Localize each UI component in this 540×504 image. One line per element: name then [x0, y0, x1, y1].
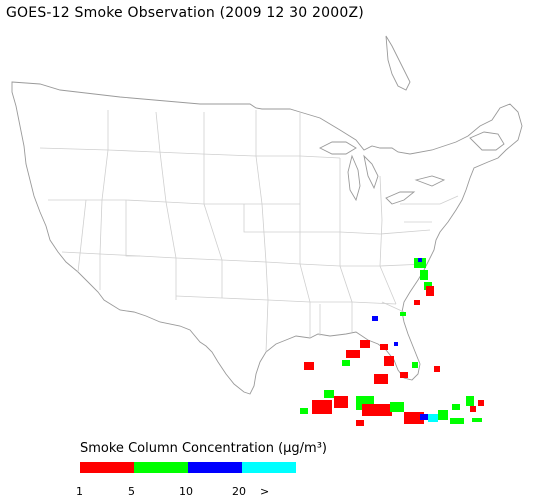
legend-swatch-red — [80, 462, 134, 473]
legend-tick-5: 5 — [128, 485, 135, 498]
smoke-map — [11, 35, 523, 426]
legend-title: Smoke Column Concentration (μg/m³) — [80, 441, 327, 456]
state-boundaries — [39, 110, 459, 353]
legend-tick-1: 1 — [76, 485, 83, 498]
great-lakes — [318, 141, 446, 205]
country-outline — [11, 35, 523, 395]
legend-swatch-cyan — [242, 462, 296, 473]
legend-tick-20: 20 — [232, 485, 246, 498]
legend-swatch-green — [134, 462, 188, 473]
legend-tick-greater: > — [260, 485, 270, 498]
legend-color-bar — [80, 462, 296, 473]
legend-tick-10: 10 — [179, 485, 193, 498]
map-title: GOES-12 Smoke Observation (2009 12 30 20… — [6, 5, 364, 21]
legend-swatch-blue — [188, 462, 242, 473]
smoke-detections — [300, 258, 484, 426]
